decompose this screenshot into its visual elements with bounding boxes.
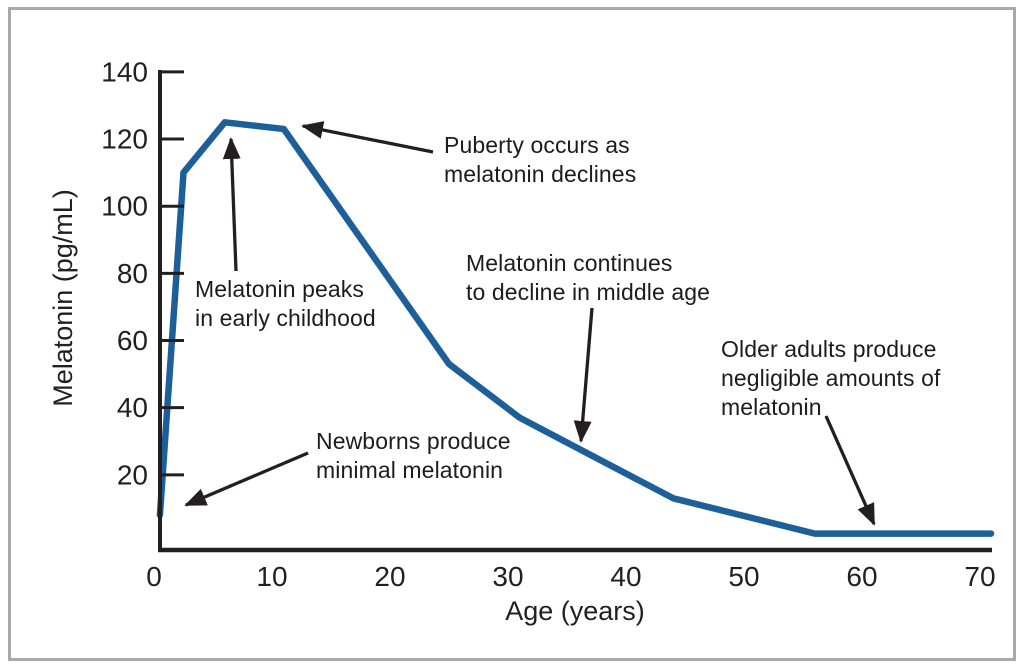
y-tick-label: 80 [117,258,148,289]
annotation-middle-age: Melatonin continues to decline in middle… [466,250,711,305]
x-tick-label: 70 [964,561,995,592]
x-tick-label: 40 [610,561,641,592]
annotation-arrow [573,307,594,443]
annotation-arrows [184,121,876,526]
y-tick-label: 20 [117,459,148,490]
x-tick-label: 30 [492,561,523,592]
melatonin-line [156,119,995,537]
annotation-childhood-peak: Melatonin peaks in early childhood [195,276,376,331]
annotation-arrow [301,121,434,154]
annotation-arrow [184,451,309,507]
melatonin-curve [156,119,995,537]
annotation-puberty: Puberty occurs as melatonin declines [444,132,637,187]
x-tick-label: 60 [846,561,877,592]
y-tick-label: 120 [101,124,148,155]
x-tick-label: 10 [256,561,287,592]
y-axis-ticks [158,70,184,477]
x-tick-label: 20 [374,561,405,592]
x-tick-label: 0 [146,561,162,592]
y-tick-label: 100 [101,191,148,222]
y-tick-label: 60 [117,325,148,356]
y-tick-label: 140 [101,56,148,87]
x-axis-title: Age (years) [505,596,645,626]
y-axis-tick-labels: 20 40 60 80 100 120 140 [101,56,148,490]
annotation-arrow [824,415,876,526]
annotation-newborns: Newborns produce minimal melatonin [316,428,511,483]
y-axis-title: Melatonin (pg/mL) [48,189,78,407]
x-tick-label: 50 [728,561,759,592]
y-tick-label: 40 [117,392,148,423]
annotation-older-adults: Older adults produce negligible amounts … [721,336,941,420]
axes [158,70,992,553]
annotation-arrow [222,137,241,272]
x-axis-tick-labels: 0 10 20 30 40 50 60 70 [146,561,995,592]
